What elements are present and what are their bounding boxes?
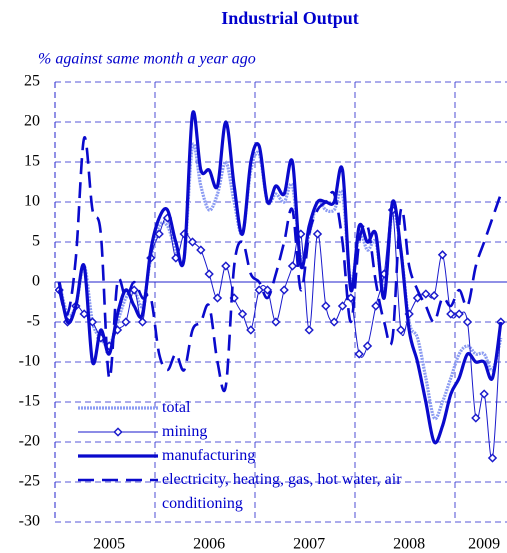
x-tick-label: 2008 (393, 536, 425, 553)
data-point (154, 229, 164, 239)
data-point (187, 237, 198, 247)
data-point (437, 250, 448, 260)
series-line (57, 136, 503, 393)
data-point (287, 261, 298, 271)
data-point (304, 325, 314, 335)
data-point (487, 453, 498, 463)
series-line (57, 142, 503, 421)
y-tick-label: -5 (27, 313, 40, 330)
data-point (279, 285, 289, 295)
data-point (246, 325, 256, 335)
data-point (312, 229, 323, 239)
data-point (329, 317, 339, 327)
data-point (337, 301, 348, 311)
legend-label: mining (162, 423, 208, 440)
y-tick-label: -25 (19, 473, 40, 490)
data-point (321, 301, 331, 311)
data-point (212, 293, 223, 303)
data-point (429, 290, 439, 301)
y-tick-label: -15 (19, 393, 40, 410)
data-point (196, 245, 206, 255)
data-point (204, 269, 214, 279)
legend-entry: mining (78, 420, 462, 444)
y-tick-label: 0 (32, 273, 40, 290)
data-point (462, 317, 473, 327)
legend-swatch (78, 406, 158, 410)
data-point (471, 413, 481, 423)
data-point (262, 285, 273, 295)
legend-swatch (78, 478, 158, 482)
data-point (479, 389, 489, 399)
y-tick-label: -10 (19, 353, 40, 370)
legend: total mining manufacturing electricity, hea… (78, 396, 462, 512)
data-point (237, 309, 248, 319)
legend-entry: manufacturing (78, 444, 462, 468)
legend-entry: electricity, heating, gas, hot water, ai… (78, 468, 462, 512)
y-tick-label: -30 (19, 513, 40, 530)
data-point (121, 317, 131, 327)
legend-label: total (162, 399, 191, 416)
y-tick-label: -20 (19, 433, 40, 450)
x-tick-label: 2007 (293, 536, 325, 553)
data-point (354, 349, 364, 359)
y-tick-label: 25 (24, 73, 40, 90)
legend-label: electricity, heating, gas, hot water, ai… (162, 471, 402, 512)
legend-swatch (78, 427, 158, 437)
chart-subtitle: % against same month a year ago (38, 51, 256, 68)
data-point (371, 301, 381, 311)
chart-title: Industrial Output (221, 8, 359, 28)
x-tick-label: 2009 (468, 536, 500, 553)
data-point (221, 261, 231, 271)
series-line (57, 110, 503, 445)
legend-swatch (78, 454, 158, 458)
legend-entry: total (78, 396, 462, 420)
x-tick-label: 2005 (93, 536, 125, 553)
y-tick-label: 20 (24, 113, 40, 130)
y-tick-label: 15 (24, 153, 40, 170)
data-point (421, 289, 431, 299)
legend-label: manufacturing (162, 447, 256, 464)
x-tick-label: 2006 (193, 536, 225, 553)
data-point (271, 317, 281, 327)
y-tick-label: 5 (32, 233, 40, 250)
data-point (446, 309, 456, 319)
data-point (454, 309, 464, 319)
data-point (362, 341, 373, 351)
data-point (137, 317, 148, 327)
y-tick-label: 10 (24, 193, 40, 210)
legend-marker (113, 427, 123, 437)
data-point (254, 285, 264, 295)
data-point (79, 309, 89, 319)
data-point (396, 325, 406, 335)
